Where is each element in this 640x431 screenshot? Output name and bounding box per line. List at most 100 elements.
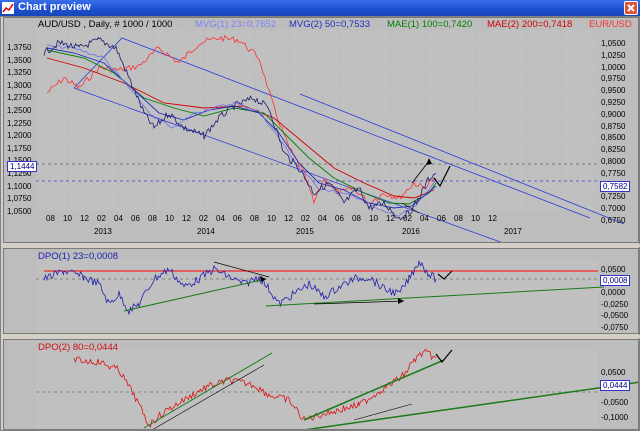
month-tick: 08 <box>46 214 55 223</box>
right-axis-tick: 1,0250 <box>601 50 626 60</box>
left-axis-tick: 1,2750 <box>7 93 32 103</box>
year-tick: 2013 <box>94 227 112 236</box>
mae1-label: MAE(1) 100=0,7420 <box>387 19 473 30</box>
panel-splitter-1[interactable] <box>1 244 640 247</box>
dpo1-chart <box>36 259 605 333</box>
dpo1-arrow-head <box>398 298 404 304</box>
chart-icon <box>2 2 14 14</box>
dpo1-check <box>437 270 453 280</box>
left-axis-tick: 1,0750 <box>7 194 32 204</box>
year-tick: 2016 <box>402 227 420 236</box>
check-mark <box>433 165 451 188</box>
right-axis-tick: 0,9000 <box>601 109 626 119</box>
dpo1-value-box: 0,0008 <box>600 275 631 286</box>
month-tick: 02 <box>301 214 310 223</box>
month-tick: 02 <box>97 214 106 223</box>
right-axis-tick: 0,7750 <box>601 168 626 178</box>
month-tick: 10 <box>471 214 480 223</box>
month-tick: 02 <box>403 214 412 223</box>
right-axis-tick: 0,9750 <box>601 74 626 84</box>
left-axis-tick: 1,3000 <box>7 80 32 90</box>
right-axis-tick: 0,9500 <box>601 86 626 96</box>
right-axis-tick: 1,0500 <box>601 39 626 48</box>
price-chart <box>36 30 625 242</box>
left-axis-tick: 1,0500 <box>7 206 32 216</box>
close-button[interactable] <box>624 1 638 15</box>
window-titlebar[interactable]: Chart preview <box>0 0 640 16</box>
left-axis-tick: 1,1750 <box>7 143 32 153</box>
left-axis-tick: 1,3750 <box>7 43 32 52</box>
left-axis-tick: 1,2000 <box>7 131 32 141</box>
right-axis-tick: 0,8750 <box>601 121 626 131</box>
left-axis-tick: 1,2500 <box>7 106 32 115</box>
right-axis-tick: 0,8250 <box>601 145 626 155</box>
right-axis-tick: 0,8500 <box>601 133 626 143</box>
right-axis-tick: 0,7000 <box>601 204 626 214</box>
dpo2-axis-tick: 0,0500 <box>601 368 626 377</box>
plot-area <box>36 30 598 210</box>
dpo2-black-line <box>353 403 413 421</box>
dpo2-green-trend-long <box>305 381 638 429</box>
dpo2-black-line <box>153 364 265 429</box>
month-tick: 04 <box>420 214 429 223</box>
dpo1-black-line <box>313 300 405 305</box>
dpo2-value-box: 0,0444 <box>600 380 631 391</box>
month-tick: 08 <box>454 214 463 223</box>
right-value-box: 0,7582 <box>600 181 631 192</box>
dpo1-axis-tick: -0,0250 <box>601 299 629 309</box>
window-title: Chart preview <box>18 1 91 13</box>
dpo2-plot-area <box>36 350 598 429</box>
dpo2-check <box>435 349 453 363</box>
year-tick: 2017 <box>504 227 522 236</box>
left-axis-tick: 1,3500 <box>7 55 32 65</box>
month-tick: 06 <box>233 214 242 223</box>
panel-splitter-2[interactable] <box>1 335 640 338</box>
channel-upper <box>73 37 591 219</box>
month-tick: 12 <box>80 214 89 223</box>
dpo1-black-line <box>213 261 270 278</box>
dpo1-arrow-head <box>260 276 266 282</box>
mvg1-label: MVG(1) 23=0,7652 <box>195 19 277 30</box>
month-tick: 10 <box>369 214 378 223</box>
month-tick: 10 <box>165 214 174 223</box>
right-axis-tick: 1,0000 <box>601 62 626 72</box>
dpo1-title: DPO(1) 23=0,0008 <box>38 251 119 262</box>
left-axis-tick: 1,2250 <box>7 118 32 128</box>
dpo2-panel[interactable]: DPO(2) 80=0,0444 0,05000,0000-0,0500-0,1… <box>3 339 639 430</box>
mae2-line <box>46 57 435 199</box>
dpo1-axis-tick: -0,0500 <box>601 311 629 320</box>
dpo2-title: DPO(2) 80=0,0444 <box>38 342 119 353</box>
month-tick: 04 <box>114 214 123 223</box>
month-tick: 06 <box>131 214 140 223</box>
mvg2-line <box>46 47 437 209</box>
month-tick: 12 <box>182 214 191 223</box>
right-axis-tick: 0,8000 <box>601 157 626 166</box>
right-axis-tick: 0,7250 <box>601 192 626 202</box>
dpo1-panel[interactable]: DPO(1) 23=0,0008 0,05000,02500,0000-0,02… <box>3 248 639 334</box>
dpo2-chart <box>36 348 638 429</box>
price-panel[interactable]: AUD/USD , Daily, # 1000 / 1000 MVG(1) 23… <box>3 17 639 243</box>
year-tick: 2014 <box>197 227 215 236</box>
audusd-line <box>43 36 437 221</box>
dpo2-axis-tick: -0,1000 <box>601 413 629 422</box>
year-tick: 2015 <box>296 227 314 236</box>
arrow-up-head <box>426 158 432 165</box>
dpo2-line <box>73 348 437 428</box>
dpo1-green-trend-long <box>265 286 605 307</box>
arrow-down <box>401 202 420 214</box>
month-tick: 04 <box>318 214 327 223</box>
dpo1-green-trend <box>123 278 267 312</box>
month-tick: 02 <box>199 214 208 223</box>
channel-mid <box>299 93 625 225</box>
channel-lower <box>73 87 502 242</box>
left-axis-tick: 1,1000 <box>7 181 32 191</box>
dpo2-green-trend <box>303 359 445 421</box>
left-axis-tick: 1,3250 <box>7 68 32 78</box>
month-tick: 08 <box>352 214 361 223</box>
month-tick: 08 <box>250 214 259 223</box>
eurusd-label: EUR/USD <box>589 19 632 30</box>
symbol-label: AUD/USD , Daily, # 1000 / 1000 <box>38 19 173 30</box>
dpo1-axis-tick: 0,0500 <box>601 265 626 274</box>
month-tick: 04 <box>216 214 225 223</box>
chart-frame: AUD/USD , Daily, # 1000 / 1000 MVG(1) 23… <box>0 16 640 431</box>
